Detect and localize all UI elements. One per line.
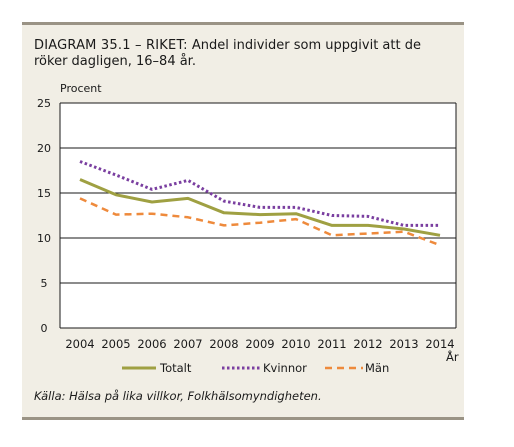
y-tick-labels: 0 5 10 15 20 25 — [37, 97, 51, 335]
x-tick-2006: 2006 — [137, 337, 166, 351]
x-tick-2004: 2004 — [65, 337, 94, 351]
chart-title-text: Andel individer som uppgivit att de röke… — [34, 38, 421, 69]
x-axis-label: År — [446, 349, 459, 364]
y-tick-0: 0 — [41, 322, 48, 335]
y-tick-25: 25 — [37, 97, 51, 110]
y-tick-10: 10 — [37, 232, 51, 245]
x-tick-2010: 2010 — [281, 337, 310, 351]
chart-title: DIAGRAM 35.1 – RIKET: Andel individer so… — [34, 38, 454, 70]
chart-title-prefix: DIAGRAM 35.1 – RIKET: — [34, 38, 188, 53]
legend: Totalt Kvinnor Män — [122, 361, 389, 375]
x-tick-2009: 2009 — [245, 337, 274, 351]
x-tick-2014: 2014 — [425, 337, 454, 351]
y-tick-5: 5 — [41, 277, 48, 290]
legend-label-män: Män — [365, 361, 389, 375]
legend-label-kvinnor: Kvinnor — [263, 361, 307, 375]
x-tick-2005: 2005 — [101, 337, 130, 351]
y-tick-15: 15 — [37, 187, 51, 200]
x-tick-2011: 2011 — [317, 337, 346, 351]
series-lines — [79, 160, 441, 247]
x-tick-2012: 2012 — [353, 337, 382, 351]
legend-label-totalt: Totalt — [159, 361, 192, 375]
gridlines — [59, 102, 457, 329]
y-axis-label: Procent — [60, 82, 102, 95]
x-tick-2007: 2007 — [173, 337, 202, 351]
y-tick-20: 20 — [37, 142, 51, 155]
source-note: Källa: Hälsa på lika villkor, Folkhälsom… — [34, 389, 322, 403]
x-tick-labels: 2004 2005 2006 2007 2008 2009 2010 2011 2012 2013… — [65, 337, 454, 351]
x-tick-2008: 2008 — [209, 337, 238, 351]
x-tick-2013: 2013 — [389, 337, 418, 351]
